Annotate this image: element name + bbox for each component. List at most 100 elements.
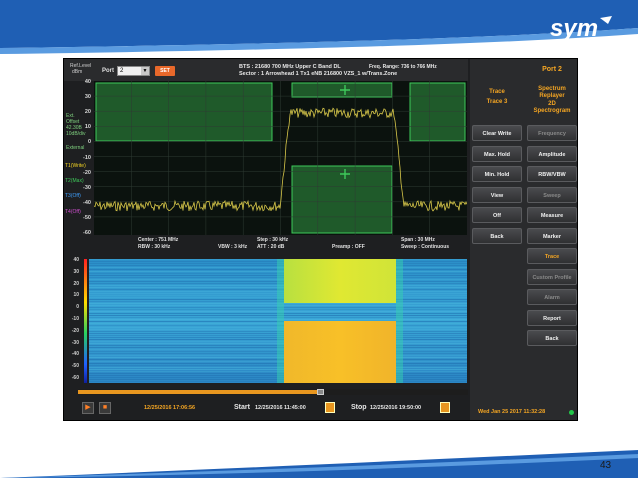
spectrogram-y-tick: 40 bbox=[73, 257, 79, 263]
legend-offset-value: 42.30B bbox=[66, 125, 82, 131]
softkey-back[interactable]: Back bbox=[472, 227, 522, 244]
stop-time: 12/25/2016 19:50:00 bbox=[370, 405, 422, 411]
legend-scale: 10dB/div bbox=[66, 131, 86, 137]
marker-plus-bottom bbox=[340, 169, 350, 179]
spectrum-y-tick: -30 bbox=[83, 184, 91, 191]
spectrogram-y-tick: -10 bbox=[71, 316, 79, 322]
menu-sweep[interactable]: Sweep bbox=[527, 186, 577, 203]
spectrogram-y-tick: 30 bbox=[73, 268, 79, 275]
vbw-value: VBW : 3 kHz bbox=[218, 244, 248, 250]
legend-offset: Offset bbox=[66, 119, 80, 125]
spectrum-y-tick: 10 bbox=[84, 124, 91, 131]
mode-title-line3: 2D bbox=[548, 101, 556, 107]
legend-trace3[interactable]: T3(Off) bbox=[65, 193, 81, 199]
soft-key-panel: Port 2 Trace Trace 3 Spectrum Replayer 2… bbox=[470, 59, 577, 420]
step-value: Step : 30 kHz bbox=[257, 237, 289, 243]
port-label: Port bbox=[102, 68, 114, 74]
timeline-progress bbox=[78, 390, 320, 394]
stop-icon: ■ bbox=[102, 404, 108, 411]
preamp-value: Preamp : OFF bbox=[332, 244, 365, 250]
menu-report[interactable]: Report bbox=[527, 309, 577, 326]
softkey-min-hold[interactable]: Min. Hold bbox=[472, 166, 522, 182]
rbw-value: RBW : 30 kHz bbox=[138, 244, 171, 250]
page-number: 43 bbox=[600, 460, 612, 471]
spectrum-y-tick: 40 bbox=[84, 79, 91, 85]
spectrogram-y-tick: 10 bbox=[73, 292, 79, 299]
spectrum-y-tick: -40 bbox=[83, 199, 91, 206]
spectrum-y-tick: 0 bbox=[87, 139, 91, 146]
spectrogram-y-axis: 40 30 20 10 0 -10 -20 -30 -40 -50 -60 bbox=[64, 257, 80, 383]
stop-calendar-button[interactable] bbox=[440, 402, 450, 413]
center-freq: Center : 751 MHz bbox=[138, 237, 179, 243]
menu-measure[interactable]: Measure bbox=[527, 207, 577, 223]
limit-mask-upper-right bbox=[409, 82, 466, 142]
menu-alarm[interactable]: Alarm bbox=[527, 289, 577, 305]
sym-logo: sym bbox=[550, 15, 612, 42]
trace-subtitle: Trace 3 bbox=[486, 99, 508, 105]
slide-header-banner bbox=[0, 0, 638, 54]
spectrum-grid bbox=[94, 81, 467, 235]
set-button[interactable]: SET bbox=[155, 66, 175, 76]
softkey-clear-write[interactable]: Clear Write bbox=[472, 125, 522, 141]
spectrogram-color-scale bbox=[84, 259, 87, 383]
sweep-value: Sweep : Continuous bbox=[401, 244, 450, 250]
mode-title-line2: Replayer bbox=[539, 93, 565, 99]
spectrum-y-tick: -50 bbox=[83, 214, 91, 221]
start-time: 12/25/2016 11:45:00 bbox=[255, 405, 306, 411]
bts-info-line2: Sector : 1 Arrowhead 1 Tx1 eNB 216800 VZ… bbox=[239, 71, 398, 77]
softkey-max-hold[interactable]: Max. Hold bbox=[472, 145, 522, 162]
ref-level-unit: dBm bbox=[72, 69, 83, 75]
spectrogram-y-tick: -40 bbox=[71, 351, 79, 358]
current-time: 12/25/2016 17:06:56 bbox=[144, 405, 196, 411]
logo-text: sym bbox=[550, 15, 598, 42]
legend-trace4[interactable]: T4(Off) bbox=[65, 209, 81, 215]
menu-custom-profile[interactable]: Custom Profile bbox=[527, 268, 577, 285]
stop-button[interactable]: ■ bbox=[99, 402, 111, 414]
port-select-value: 2 bbox=[120, 68, 124, 74]
menu-marker[interactable]: Marker bbox=[527, 227, 577, 244]
marker-plus-top bbox=[340, 85, 350, 95]
spectrum-plot[interactable] bbox=[94, 81, 467, 235]
trace-write bbox=[94, 107, 467, 212]
play-button[interactable]: ▶ bbox=[82, 402, 94, 414]
spectrogram-y-tick: -60 bbox=[71, 375, 79, 381]
menu-back[interactable]: Back bbox=[527, 330, 577, 346]
spectrum-analyzer-window: Ref.Level dBm Port 2 ▼ SET BTS : 21680 7… bbox=[63, 58, 578, 421]
spectrogram-plot[interactable] bbox=[89, 259, 467, 383]
freq-range: Freq. Range: 736 to 766 MHz bbox=[369, 64, 437, 70]
start-label: Start bbox=[234, 404, 250, 411]
menu-trace[interactable]: Trace bbox=[527, 248, 577, 264]
mode-title-line1: Spectrum bbox=[538, 86, 566, 92]
softkey-view[interactable]: View bbox=[472, 186, 522, 203]
port-select[interactable]: 2 ▼ bbox=[117, 66, 150, 76]
softkey-off[interactable]: Off bbox=[472, 207, 522, 223]
mode-title-line4: Spectrogram bbox=[533, 108, 571, 114]
timeline-thumb[interactable] bbox=[316, 389, 324, 395]
spectrum-y-tick: 20 bbox=[84, 109, 91, 116]
spectrum-y-tick: -60 bbox=[83, 230, 91, 236]
spectrogram-y-tick: 20 bbox=[73, 280, 79, 287]
trace-title: Trace bbox=[489, 89, 505, 95]
spectrogram-y-tick: -50 bbox=[71, 363, 79, 370]
legend-trace2[interactable]: T2(Max) bbox=[65, 178, 84, 184]
slide-footer-swoosh bbox=[0, 450, 638, 478]
port-header: Port 2 bbox=[525, 59, 577, 81]
spectrum-y-tick: 30 bbox=[84, 94, 91, 101]
att-value: ATT : 20 dB bbox=[257, 244, 285, 250]
status-led bbox=[569, 410, 574, 415]
band-bottom-segment bbox=[284, 321, 396, 383]
spectrum-y-tick: -10 bbox=[83, 154, 91, 161]
menu-amplitude[interactable]: Amplitude bbox=[527, 145, 577, 162]
span-value: Span : 30 MHz bbox=[401, 237, 435, 243]
ref-level-label: Ref.Level bbox=[70, 63, 92, 69]
legend-ext: Ext. bbox=[66, 113, 75, 119]
spectrogram-y-tick: 0 bbox=[76, 304, 79, 311]
stop-label: Stop bbox=[351, 404, 367, 411]
limit-mask-upper-left bbox=[95, 82, 273, 142]
start-calendar-button[interactable] bbox=[325, 402, 335, 413]
legend-trace1[interactable]: T1(Write) bbox=[65, 163, 86, 169]
menu-rbw-vbw[interactable]: RBW/VBW bbox=[527, 166, 577, 182]
menu-frequency[interactable]: Frequency bbox=[527, 125, 577, 141]
playback-timeline[interactable] bbox=[78, 389, 468, 395]
